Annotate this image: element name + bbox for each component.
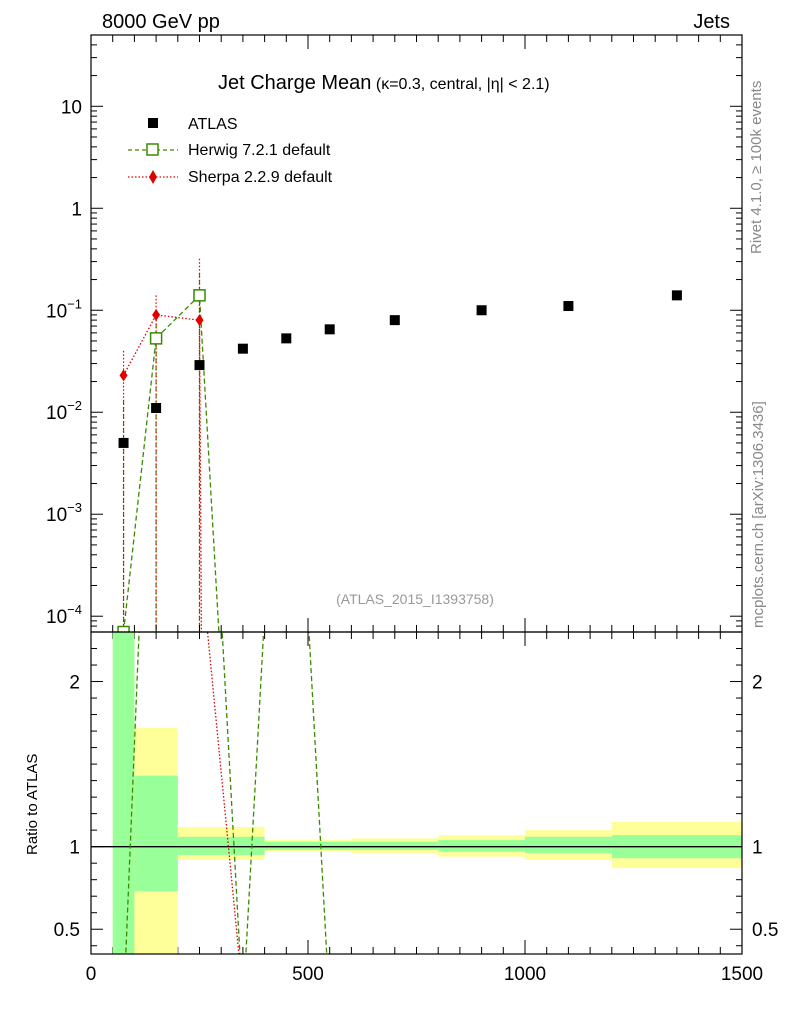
ratio-mc-lines bbox=[125, 632, 328, 954]
main-y-tick-exponent: −1 bbox=[67, 296, 82, 311]
main-y-tick-exponent: −3 bbox=[67, 500, 82, 515]
atlas-point bbox=[324, 324, 335, 335]
mcplots-label: mcplots.cern.ch [arXiv:1306.3436] bbox=[750, 401, 767, 628]
ratio-y-tick-label-right: 1 bbox=[752, 838, 763, 859]
ratio-band-stat bbox=[134, 775, 178, 892]
rivet-label: Rivet 4.1.0, ≥ 100k events bbox=[748, 81, 765, 254]
ratio-band-stat bbox=[112, 632, 135, 954]
chart-title-sub: (κ=0.3, central, |η| < 2.1) bbox=[376, 76, 550, 93]
ratio-panel-layer bbox=[91, 632, 742, 954]
legend-atlas-label: ATLAS bbox=[188, 116, 238, 133]
chart-title: Jet Charge Mean (κ=0.3, central, |η| < 2… bbox=[218, 72, 550, 94]
main-data bbox=[117, 258, 682, 632]
main-y-tick-label: 10−3 bbox=[46, 500, 82, 526]
main-y-tick-label: 10 bbox=[61, 97, 82, 118]
atlas-point bbox=[389, 315, 400, 326]
main-y-tick-label: 1 bbox=[71, 199, 82, 220]
sherpa-point bbox=[119, 369, 128, 382]
ratio-y-tick-label-right: 2 bbox=[752, 673, 763, 694]
main-y-tick-base: 10 bbox=[46, 403, 67, 424]
x-tick-label: 500 bbox=[292, 964, 324, 985]
main-y-tick-label: 10−4 bbox=[46, 602, 82, 628]
ratio-y-tick-label: 0.5 bbox=[54, 920, 80, 941]
legend-item-atlas: ATLAS bbox=[148, 116, 238, 133]
legend-atlas-marker bbox=[148, 118, 158, 128]
ratio-ylabel: Ratio to ATLAS bbox=[24, 754, 41, 855]
x-tick-label: 1000 bbox=[504, 964, 546, 985]
ratio-sherpa-line bbox=[206, 632, 240, 954]
energy-label: 8000 GeV pp bbox=[102, 11, 220, 33]
ratio-band-stat bbox=[351, 841, 439, 850]
x-tick-label: 1500 bbox=[721, 964, 763, 985]
herwig-point bbox=[149, 332, 163, 345]
ratio-band-stat bbox=[177, 836, 265, 855]
atlas-point bbox=[151, 403, 162, 414]
legend-herwig-marker bbox=[146, 143, 159, 156]
atlas-point bbox=[118, 437, 129, 448]
legend-item-sherpa: Sherpa 2.2.9 default bbox=[128, 169, 333, 186]
x-tick-label: 0 bbox=[86, 964, 97, 985]
herwig-point bbox=[193, 289, 206, 302]
main-y-tick-exponent: −4 bbox=[67, 602, 82, 617]
sherpa-point bbox=[195, 314, 204, 327]
atlas-point bbox=[281, 333, 292, 344]
main-y-tick-label: 10−2 bbox=[46, 398, 82, 424]
ratio-band-stat bbox=[525, 836, 612, 854]
ratio-panel-frame bbox=[90, 631, 743, 955]
ratio-y-tick-label-right: 0.5 bbox=[752, 920, 778, 941]
sherpa-line bbox=[122, 314, 203, 632]
atlas-point bbox=[194, 360, 205, 371]
ratio-y-tick-label: 1 bbox=[69, 838, 80, 859]
legend-herwig-label: Herwig 7.2.1 default bbox=[188, 142, 331, 159]
main-y-tick-label: 10−1 bbox=[46, 296, 82, 322]
herwig-point bbox=[117, 625, 130, 632]
ratio-y-tick-label: 2 bbox=[69, 673, 80, 694]
sherpa-point bbox=[152, 308, 161, 321]
ratio-band-stat bbox=[264, 841, 352, 850]
legend-item-herwig: Herwig 7.2.1 default bbox=[128, 142, 331, 159]
main-y-tick-base: 10 bbox=[46, 301, 67, 322]
main-y-tick-exponent: −2 bbox=[67, 398, 82, 413]
atlas-point bbox=[237, 343, 248, 354]
main-y-tick-base: 10 bbox=[46, 607, 67, 628]
legend: ATLAS Herwig 7.2.1 default Sherpa 2.2.9 … bbox=[128, 116, 333, 186]
legend-sherpa-marker bbox=[149, 170, 157, 184]
analysis-tag: (ATLAS_2015_I1393758) bbox=[336, 591, 494, 607]
chart-title-main: Jet Charge Mean bbox=[218, 72, 371, 94]
atlas-point bbox=[671, 290, 682, 301]
main-y-tick-base: 10 bbox=[46, 505, 67, 526]
ratio-band-stat bbox=[438, 840, 525, 852]
jets-label: Jets bbox=[693, 11, 730, 33]
atlas-point bbox=[476, 305, 487, 316]
atlas-point bbox=[563, 301, 574, 312]
herwig-line bbox=[122, 293, 220, 632]
legend-sherpa-label: Sherpa 2.2.9 default bbox=[188, 169, 333, 186]
ratio-bands bbox=[112, 632, 742, 954]
